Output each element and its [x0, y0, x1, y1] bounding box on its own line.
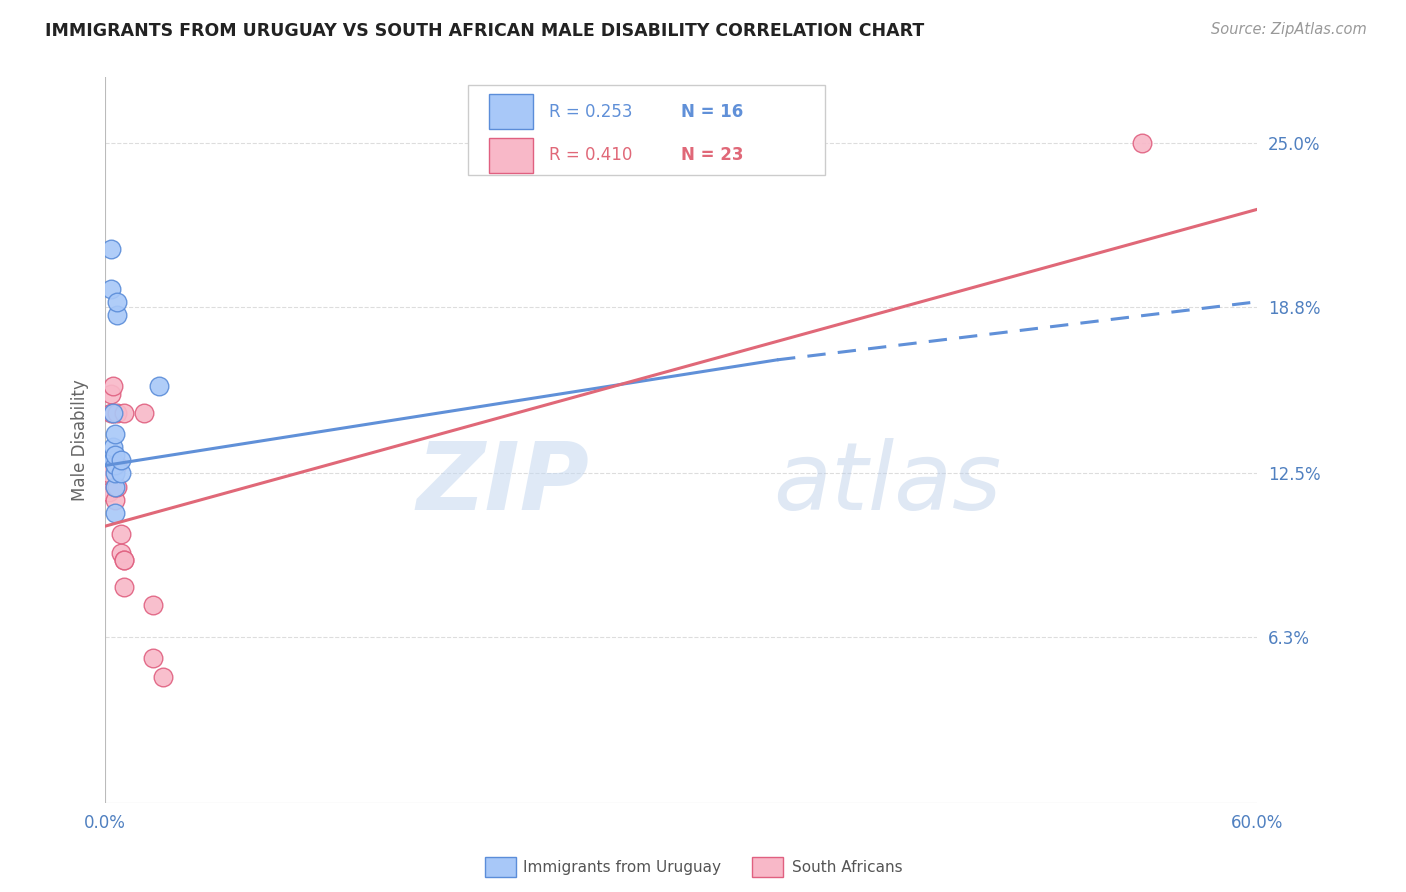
- Point: [98, 467, 121, 481]
- Point: [101, 406, 124, 420]
- Point: [104, 506, 127, 520]
- Point: [105, 458, 128, 473]
- Point: [110, 467, 132, 481]
- Point: [105, 479, 128, 493]
- Text: Immigrants from Uruguay: Immigrants from Uruguay: [523, 860, 721, 874]
- Point: [152, 670, 174, 684]
- FancyBboxPatch shape: [468, 85, 825, 176]
- Point: [100, 242, 122, 256]
- Point: [104, 426, 127, 441]
- Point: [104, 458, 127, 473]
- Point: [104, 479, 127, 493]
- Point: [104, 479, 127, 493]
- Point: [104, 458, 127, 473]
- Text: R = 0.253: R = 0.253: [548, 103, 633, 121]
- Point: [101, 440, 124, 454]
- Point: [132, 406, 155, 420]
- Point: [105, 406, 128, 420]
- Point: [98, 484, 121, 499]
- Point: [112, 553, 135, 567]
- Point: [104, 467, 127, 481]
- Point: [142, 651, 165, 665]
- Point: [110, 527, 132, 541]
- Text: atlas: atlas: [773, 438, 1001, 530]
- Point: [100, 406, 122, 420]
- Text: ZIP: ZIP: [416, 438, 589, 530]
- Point: [100, 282, 122, 296]
- Point: [101, 379, 124, 393]
- Point: [101, 453, 124, 467]
- Text: IMMIGRANTS FROM URUGUAY VS SOUTH AFRICAN MALE DISABILITY CORRELATION CHART: IMMIGRANTS FROM URUGUAY VS SOUTH AFRICAN…: [45, 22, 924, 40]
- Point: [104, 492, 127, 507]
- Text: N = 16: N = 16: [681, 103, 744, 121]
- Point: [148, 379, 170, 393]
- Point: [112, 580, 135, 594]
- FancyBboxPatch shape: [489, 95, 533, 129]
- Text: N = 23: N = 23: [681, 146, 744, 164]
- Y-axis label: Male Disability: Male Disability: [72, 379, 89, 501]
- Point: [142, 599, 165, 613]
- Point: [112, 406, 135, 420]
- FancyBboxPatch shape: [489, 138, 533, 173]
- Point: [101, 406, 124, 420]
- Point: [112, 553, 135, 567]
- Point: [110, 545, 132, 559]
- Point: [110, 453, 132, 467]
- Point: [105, 308, 128, 322]
- Point: [1130, 136, 1153, 151]
- Text: South Africans: South Africans: [792, 860, 903, 874]
- Point: [104, 448, 127, 462]
- Text: Source: ZipAtlas.com: Source: ZipAtlas.com: [1211, 22, 1367, 37]
- Point: [105, 294, 128, 309]
- Point: [100, 387, 122, 401]
- Text: R = 0.410: R = 0.410: [548, 146, 633, 164]
